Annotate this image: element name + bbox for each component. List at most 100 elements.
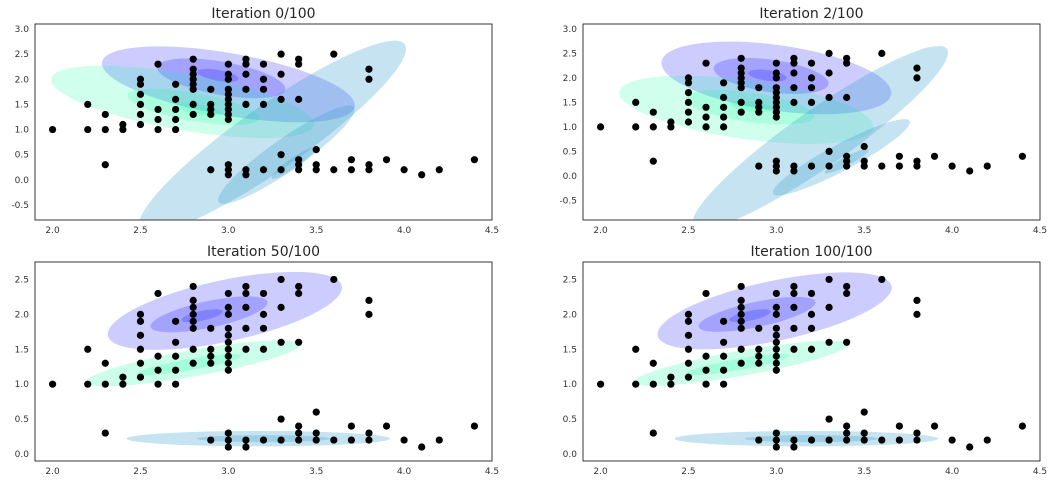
data-point xyxy=(790,289,798,298)
data-point xyxy=(755,352,763,360)
data-point xyxy=(224,70,232,78)
gaussian-ellipse xyxy=(218,105,355,204)
data-point xyxy=(277,275,285,284)
chart-panel-iteration-2: 2.0 2.5 3.0 3.5 4.0 4.5 -0.5 0.0 0.5 1.0 1.5 2.0 2.5… xyxy=(524,0,1049,241)
data-point xyxy=(790,98,798,106)
data-point xyxy=(667,380,675,388)
x-tick-label: 2.0 xyxy=(45,467,60,477)
x-tick-label: 4.5 xyxy=(1033,226,1047,236)
x-tick-label: 4.0 xyxy=(397,226,412,236)
data-point xyxy=(948,162,956,170)
data-point xyxy=(720,93,728,102)
data-point xyxy=(101,161,109,169)
data-point xyxy=(242,303,250,311)
data-point xyxy=(136,359,145,367)
data-point xyxy=(259,60,268,68)
data-point xyxy=(913,64,921,72)
data-point xyxy=(277,50,285,58)
data-point xyxy=(242,70,250,78)
data-point xyxy=(172,380,180,388)
gaussian-ellipse xyxy=(619,75,874,144)
data-point xyxy=(347,422,355,430)
data-point xyxy=(330,275,338,284)
data-point xyxy=(224,85,232,93)
data-point xyxy=(207,105,215,114)
data-point xyxy=(259,436,268,444)
data-point xyxy=(720,380,728,388)
y-tick-label: 1.5 xyxy=(563,98,577,108)
data-point xyxy=(189,317,197,325)
data-point xyxy=(400,166,408,174)
x-tick-label: 2.5 xyxy=(133,467,147,477)
data-point xyxy=(259,75,268,83)
x-tick-label: 4.5 xyxy=(485,226,499,236)
data-point xyxy=(224,359,232,367)
data-point xyxy=(242,443,250,451)
data-point xyxy=(312,429,320,437)
data-point xyxy=(172,125,180,134)
data-point xyxy=(790,443,798,451)
data-point xyxy=(136,90,145,98)
data-point xyxy=(772,167,780,175)
y-tick-label: 2.5 xyxy=(563,49,577,59)
data-point xyxy=(913,296,921,305)
data-point xyxy=(365,75,373,83)
data-point xyxy=(277,303,285,311)
data-point xyxy=(224,75,232,83)
data-point xyxy=(667,123,675,131)
data-point xyxy=(84,100,92,109)
data-point xyxy=(119,373,127,381)
data-point xyxy=(189,55,197,63)
data-point xyxy=(119,380,127,388)
data-point xyxy=(772,303,780,311)
data-point xyxy=(172,115,180,124)
data-point xyxy=(224,345,232,353)
data-point xyxy=(172,366,180,374)
data-point xyxy=(860,429,868,437)
data-point xyxy=(755,345,763,353)
data-point xyxy=(172,338,180,346)
data-point xyxy=(435,436,443,444)
data-point xyxy=(189,324,197,332)
data-point xyxy=(737,359,745,367)
data-point xyxy=(470,422,479,430)
x-tick-label: 2.0 xyxy=(593,226,608,236)
data-point xyxy=(189,359,197,367)
data-point xyxy=(966,167,974,175)
data-point xyxy=(772,59,780,67)
y-tick-label: 2.5 xyxy=(15,50,29,60)
y-tick-label: 1.5 xyxy=(15,345,29,355)
y-tick-label: 2.5 xyxy=(15,275,29,285)
data-point xyxy=(189,282,197,291)
data-point xyxy=(154,105,162,114)
x-tick-label: 3.0 xyxy=(769,226,784,236)
data-point xyxy=(684,373,693,381)
data-point xyxy=(720,338,728,346)
data-point xyxy=(913,162,921,170)
data-point xyxy=(913,429,921,437)
data-point xyxy=(1018,422,1027,430)
data-point xyxy=(632,380,640,388)
data-point xyxy=(189,75,197,83)
data-point xyxy=(136,80,145,88)
data-point xyxy=(737,282,745,291)
data-point xyxy=(702,103,710,111)
y-tick-label: 0.0 xyxy=(563,450,578,460)
data-point xyxy=(224,366,232,374)
y-tick-label: 1.0 xyxy=(15,126,30,136)
data-point xyxy=(684,98,693,106)
gaussian-ellipse xyxy=(698,296,816,332)
data-point xyxy=(172,105,180,114)
data-point xyxy=(684,317,693,325)
data-point xyxy=(154,380,162,388)
data-point xyxy=(101,125,109,134)
data-point xyxy=(1018,152,1027,160)
data-point xyxy=(843,429,851,437)
data-point xyxy=(330,50,338,58)
data-point xyxy=(136,345,145,353)
data-point xyxy=(702,366,710,374)
data-point xyxy=(295,289,303,298)
data-point xyxy=(825,415,833,423)
data-point xyxy=(330,166,338,174)
gaussian-ellipse xyxy=(772,119,910,196)
